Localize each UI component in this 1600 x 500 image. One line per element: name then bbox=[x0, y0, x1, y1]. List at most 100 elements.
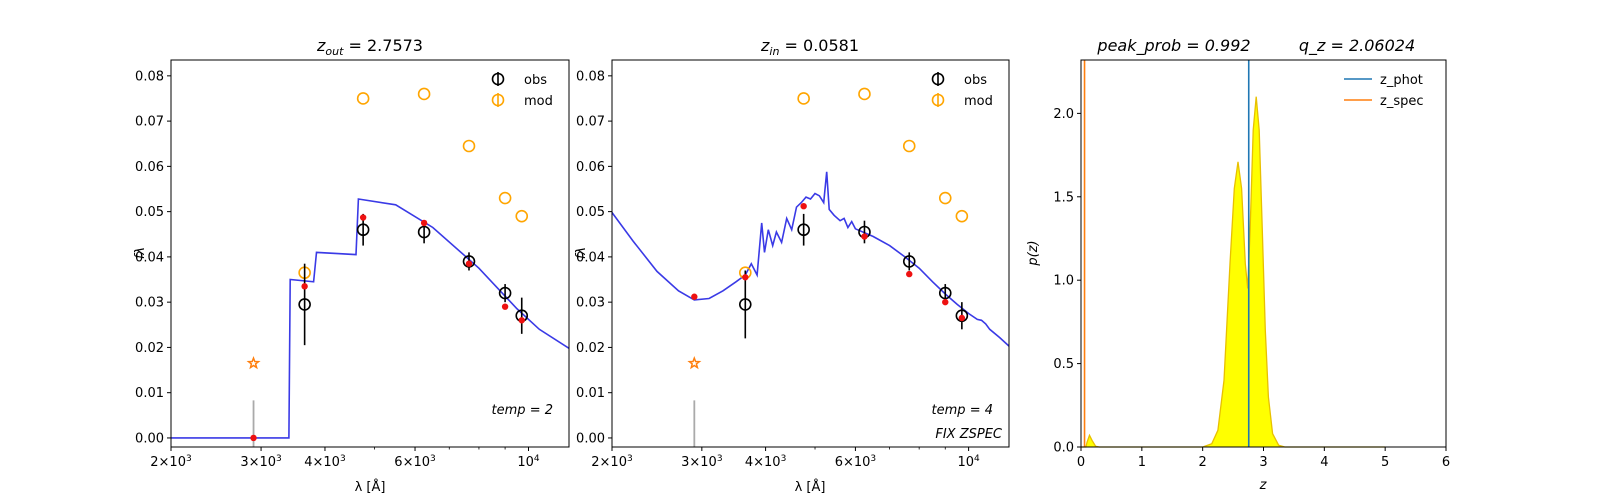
legend-obs-label: obs bbox=[524, 73, 547, 88]
x-tick-label: 6×103 bbox=[835, 454, 876, 470]
model-flux-point bbox=[501, 303, 509, 310]
panel2-legend: obs mod bbox=[931, 72, 993, 109]
y-tick-label: 1.5 bbox=[1053, 190, 1074, 205]
x-tick-label: 3×103 bbox=[681, 454, 722, 470]
mod-point bbox=[955, 209, 969, 223]
x-tick-label: 4 bbox=[1320, 455, 1328, 470]
obs-point bbox=[462, 255, 476, 268]
panel2-ticks: 0.00 0.01 0.02 0.03 0.04 0.05 0.06 0.07 0.08 2×10… bbox=[576, 69, 980, 470]
mod-point bbox=[902, 139, 916, 153]
panel2-ylabel: fλ bbox=[574, 247, 589, 259]
y-tick-label: 0.06 bbox=[576, 160, 605, 175]
x-tick-label: 5 bbox=[1381, 455, 1389, 470]
panel1-title: zout = 2.7573 bbox=[316, 36, 423, 58]
mod-point bbox=[515, 209, 529, 223]
panel3-marks bbox=[1081, 60, 1386, 448]
pz-fill bbox=[1081, 96, 1386, 447]
panel3-title-qz: q_z = 2.06024 bbox=[1299, 36, 1415, 56]
legend-zphot-label: z_phot bbox=[1380, 73, 1423, 88]
panel1-ticks: 0.00 0.01 0.02 0.03 0.04 0.05 0.06 0.07 0.08 2×10… bbox=[135, 69, 540, 470]
y-tick-label: 0.02 bbox=[135, 341, 164, 356]
y-tick-label: 0.03 bbox=[135, 296, 164, 311]
obs-point bbox=[498, 286, 512, 300]
panel3-ylabel: p(z) bbox=[1026, 240, 1041, 266]
y-tick-label: 0.03 bbox=[576, 296, 605, 311]
obs-point bbox=[298, 298, 311, 311]
panel1-frame bbox=[170, 59, 570, 448]
y-tick-label: 2.0 bbox=[1053, 107, 1074, 122]
model-flux-point bbox=[250, 434, 257, 442]
obs-point bbox=[902, 255, 916, 268]
y-tick-label: 0.05 bbox=[135, 205, 164, 220]
x-tick-label: 1 bbox=[1138, 455, 1146, 470]
model-flux-point bbox=[518, 317, 525, 324]
y-tick-label: 0.05 bbox=[576, 205, 605, 220]
mod-point bbox=[938, 191, 952, 205]
model-flux-point bbox=[301, 283, 308, 290]
y-tick-label: 0.07 bbox=[576, 115, 605, 130]
model-flux-point bbox=[359, 214, 367, 221]
y-tick-label: 0.08 bbox=[576, 69, 605, 84]
model-flux-point bbox=[906, 270, 913, 278]
y-tick-label: 0.5 bbox=[1053, 357, 1074, 372]
x-tick-label: 104 bbox=[957, 454, 980, 470]
model-flux-point bbox=[465, 260, 473, 267]
x-tick-label: 4×103 bbox=[304, 454, 345, 470]
star-marker bbox=[246, 355, 261, 370]
panel2-xlabel: λ [Å] bbox=[795, 479, 826, 495]
star-marker bbox=[687, 355, 702, 370]
y-tick-label: 0.01 bbox=[576, 386, 605, 401]
model-flux-point bbox=[800, 203, 807, 210]
y-tick-label: 0.06 bbox=[135, 160, 164, 175]
panel1-legend: obs mod bbox=[491, 72, 553, 109]
sed-model-curve bbox=[612, 171, 1009, 347]
panel3-ticks: 0.0 0.5 1.0 1.5 2.0 0 1 2 3 4 5 6 bbox=[1053, 107, 1450, 470]
legend-obs-label: obs bbox=[964, 73, 987, 88]
x-tick-label: 3×103 bbox=[240, 454, 281, 470]
y-tick-label: 0.04 bbox=[576, 250, 605, 265]
x-tick-label: 2×103 bbox=[591, 454, 632, 470]
legend-mod-marker bbox=[931, 93, 945, 107]
obs-point bbox=[797, 223, 810, 237]
panel1-ylabel: fλ bbox=[133, 247, 148, 259]
x-tick-label: 2 bbox=[1199, 455, 1207, 470]
legend-zspec-label: z_spec bbox=[1380, 94, 1424, 109]
obs-point bbox=[938, 286, 952, 300]
panel3-xlabel: z bbox=[1259, 478, 1268, 493]
legend-mod-label: mod bbox=[964, 94, 993, 109]
panel2-frame bbox=[611, 59, 1010, 448]
panel2-title: zin = 0.0581 bbox=[760, 36, 859, 58]
x-tick-label: 104 bbox=[517, 454, 540, 470]
panel-zin: zin = 0.0581 0.000.010.020.030.040.050.0… bbox=[574, 36, 1010, 495]
mod-point bbox=[356, 92, 370, 105]
mod-point bbox=[797, 92, 810, 105]
y-tick-label: 0.04 bbox=[135, 250, 164, 265]
x-tick-label: 6 bbox=[1442, 455, 1450, 470]
model-flux-point bbox=[958, 314, 966, 322]
x-tick-label: 2×103 bbox=[150, 454, 191, 470]
legend-mod-label: mod bbox=[524, 94, 553, 109]
y-tick-label: 0.02 bbox=[576, 341, 605, 356]
model-flux-point bbox=[861, 233, 868, 240]
obs-point bbox=[955, 309, 969, 323]
y-tick-label: 0.07 bbox=[135, 115, 164, 130]
sed-model-curve bbox=[171, 198, 569, 439]
panel1-marks bbox=[171, 87, 569, 447]
panel3-legend: z_phot z_spec bbox=[1344, 73, 1424, 109]
panel2-fix-zspec-annotation: FIX ZSPEC bbox=[935, 427, 1003, 442]
panel-zout: zout = 2.7573 0.000.010.020.030.040.050.… bbox=[133, 36, 570, 495]
x-tick-label: 6×103 bbox=[394, 454, 435, 470]
obs-point bbox=[738, 298, 752, 311]
x-tick-label: 0 bbox=[1077, 455, 1085, 470]
model-flux-point bbox=[420, 219, 428, 227]
y-tick-label: 0.08 bbox=[135, 69, 164, 84]
mod-point bbox=[462, 139, 476, 153]
y-tick-label: 1.0 bbox=[1053, 274, 1074, 289]
model-flux-point bbox=[742, 274, 749, 281]
y-tick-label: 0.01 bbox=[135, 386, 164, 401]
mod-point bbox=[498, 191, 512, 205]
pz-curve bbox=[1081, 96, 1386, 448]
panel3-title-peak-prob: peak_prob = 0.992 bbox=[1096, 36, 1250, 56]
x-tick-label: 4×103 bbox=[745, 454, 786, 470]
